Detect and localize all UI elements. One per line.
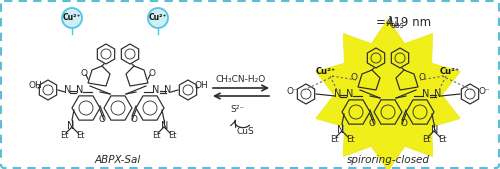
Text: O: O <box>400 118 407 127</box>
Text: CuS: CuS <box>236 127 254 137</box>
Text: Cu²⁺: Cu²⁺ <box>440 67 460 77</box>
Text: Et: Et <box>76 131 84 140</box>
Text: N: N <box>162 121 168 131</box>
Text: Et: Et <box>422 136 430 144</box>
Text: N: N <box>64 85 71 95</box>
Text: ABPX-Sal: ABPX-Sal <box>95 155 141 165</box>
Circle shape <box>148 8 168 28</box>
Polygon shape <box>316 19 460 169</box>
Text: S²⁻: S²⁻ <box>230 105 244 115</box>
Text: O: O <box>98 115 105 124</box>
Text: O: O <box>130 115 138 124</box>
Text: Et: Et <box>330 136 338 144</box>
Text: Et: Et <box>168 131 176 140</box>
Text: Et: Et <box>438 136 446 144</box>
Text: O⁻: O⁻ <box>478 87 490 95</box>
Text: Cu²⁺: Cu²⁺ <box>149 14 167 22</box>
Text: OH: OH <box>28 81 42 91</box>
Text: Et: Et <box>60 131 68 140</box>
Circle shape <box>62 8 82 28</box>
Text: N: N <box>422 89 430 99</box>
Text: Cu²⁺: Cu²⁺ <box>63 14 81 22</box>
Text: O⁻: O⁻ <box>286 87 298 95</box>
Text: N: N <box>346 89 354 99</box>
Text: O: O <box>148 69 156 78</box>
Text: λ: λ <box>386 16 394 29</box>
Text: O: O <box>350 74 358 82</box>
Text: N: N <box>152 85 160 95</box>
Text: O: O <box>368 118 376 127</box>
Text: Cu²⁺: Cu²⁺ <box>316 67 336 77</box>
Text: N: N <box>76 85 84 95</box>
Text: O: O <box>80 69 87 78</box>
Text: N: N <box>334 89 342 99</box>
Text: N: N <box>68 121 74 131</box>
Text: N: N <box>434 89 442 99</box>
Text: O: O <box>418 74 426 82</box>
Text: CH₃CN-H₂O: CH₃CN-H₂O <box>216 76 266 84</box>
Text: OH: OH <box>194 81 208 91</box>
Text: spiroring-closed: spiroring-closed <box>346 155 430 165</box>
Text: N: N <box>164 85 172 95</box>
Text: N: N <box>432 125 438 135</box>
Text: Et: Et <box>152 131 160 140</box>
Text: abs: abs <box>390 20 404 30</box>
Text: Et: Et <box>346 136 354 144</box>
Text: N: N <box>338 125 344 135</box>
Text: =419 nm: =419 nm <box>376 16 432 29</box>
